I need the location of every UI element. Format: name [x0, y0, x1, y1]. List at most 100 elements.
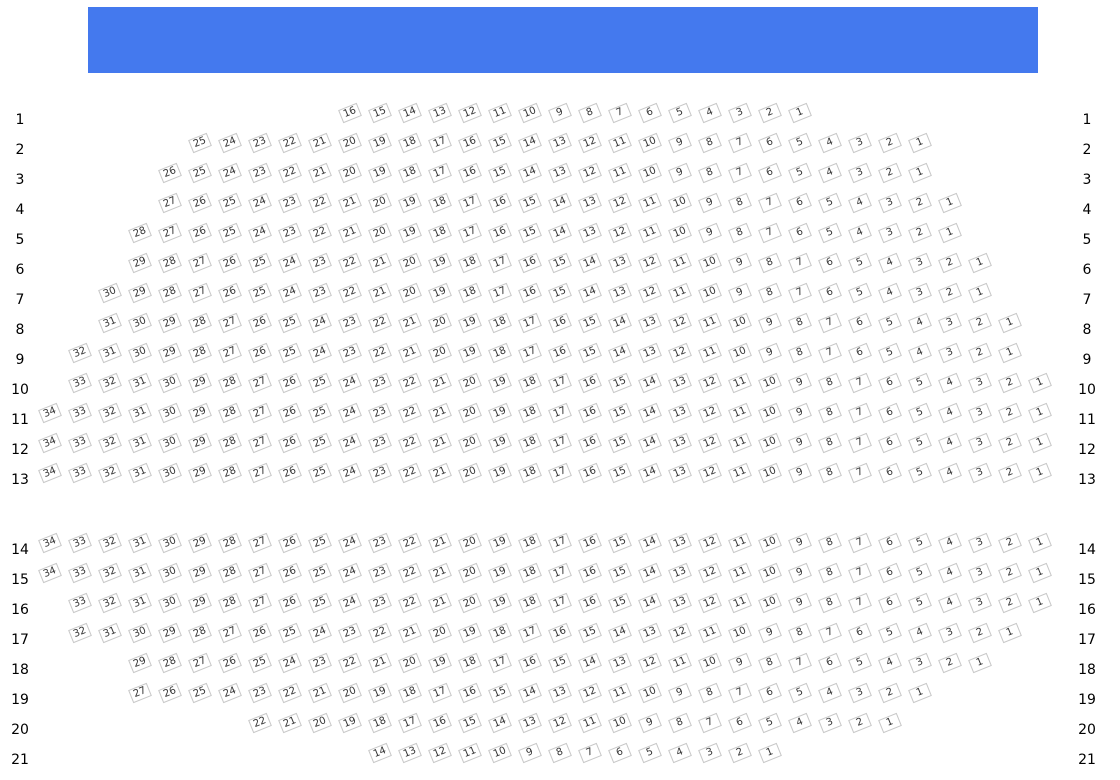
- seat[interactable]: 5: [908, 372, 932, 394]
- seat[interactable]: 3: [968, 562, 992, 584]
- seat[interactable]: 16: [578, 592, 602, 614]
- seat[interactable]: 13: [608, 252, 632, 274]
- seat[interactable]: 33: [68, 562, 92, 584]
- seat[interactable]: 24: [218, 132, 242, 154]
- seat[interactable]: 11: [608, 682, 632, 704]
- seat[interactable]: 18: [398, 162, 422, 184]
- seat[interactable]: 4: [938, 402, 962, 424]
- seat[interactable]: 15: [548, 652, 572, 674]
- seat[interactable]: 6: [848, 622, 872, 644]
- seat[interactable]: 29: [188, 562, 212, 584]
- seat[interactable]: 26: [278, 432, 302, 454]
- seat[interactable]: 20: [458, 462, 482, 484]
- seat[interactable]: 3: [968, 402, 992, 424]
- seat[interactable]: 15: [368, 102, 392, 124]
- seat[interactable]: 18: [368, 712, 392, 734]
- seat[interactable]: 26: [248, 312, 272, 334]
- seat[interactable]: 25: [248, 282, 272, 304]
- seat[interactable]: 20: [368, 222, 392, 244]
- seat[interactable]: 9: [788, 432, 812, 454]
- seat[interactable]: 10: [758, 462, 782, 484]
- seat[interactable]: 5: [908, 562, 932, 584]
- seat[interactable]: 2: [968, 342, 992, 364]
- seat[interactable]: 7: [848, 532, 872, 554]
- seat[interactable]: 1: [1028, 402, 1052, 424]
- seat[interactable]: 25: [308, 562, 332, 584]
- seat[interactable]: 20: [308, 712, 332, 734]
- seat[interactable]: 21: [428, 532, 452, 554]
- seat[interactable]: 10: [758, 432, 782, 454]
- seat[interactable]: 10: [698, 652, 722, 674]
- seat[interactable]: 9: [788, 562, 812, 584]
- seat[interactable]: 9: [698, 222, 722, 244]
- seat[interactable]: 1: [1028, 532, 1052, 554]
- seat[interactable]: 6: [878, 372, 902, 394]
- seat[interactable]: 6: [758, 682, 782, 704]
- seat[interactable]: 7: [848, 402, 872, 424]
- seat[interactable]: 15: [608, 432, 632, 454]
- seat[interactable]: 17: [518, 622, 542, 644]
- seat[interactable]: 18: [458, 652, 482, 674]
- seat[interactable]: 24: [308, 622, 332, 644]
- seat[interactable]: 28: [218, 592, 242, 614]
- seat[interactable]: 17: [428, 162, 452, 184]
- seat[interactable]: 18: [518, 562, 542, 584]
- seat[interactable]: 11: [668, 252, 692, 274]
- seat[interactable]: 5: [848, 652, 872, 674]
- seat[interactable]: 2: [998, 532, 1022, 554]
- seat[interactable]: 19: [368, 682, 392, 704]
- seat[interactable]: 4: [878, 282, 902, 304]
- seat[interactable]: 34: [38, 432, 62, 454]
- seat[interactable]: 17: [428, 682, 452, 704]
- seat[interactable]: 1: [788, 102, 812, 124]
- seat[interactable]: 21: [368, 252, 392, 274]
- seat[interactable]: 17: [548, 562, 572, 584]
- seat[interactable]: 6: [728, 712, 752, 734]
- seat[interactable]: 28: [188, 622, 212, 644]
- seat[interactable]: 30: [158, 372, 182, 394]
- seat[interactable]: 8: [668, 712, 692, 734]
- seat[interactable]: 6: [878, 532, 902, 554]
- seat[interactable]: 7: [848, 562, 872, 584]
- seat[interactable]: 13: [608, 282, 632, 304]
- seat[interactable]: 16: [578, 532, 602, 554]
- seat[interactable]: 12: [578, 132, 602, 154]
- seat[interactable]: 11: [698, 342, 722, 364]
- seat[interactable]: 30: [128, 622, 152, 644]
- seat[interactable]: 2: [998, 432, 1022, 454]
- seat[interactable]: 7: [818, 312, 842, 334]
- seat[interactable]: 2: [848, 712, 872, 734]
- seat[interactable]: 15: [458, 712, 482, 734]
- seat[interactable]: 26: [188, 192, 212, 214]
- seat[interactable]: 4: [938, 532, 962, 554]
- seat[interactable]: 21: [428, 432, 452, 454]
- seat[interactable]: 22: [368, 342, 392, 364]
- seat[interactable]: 22: [368, 312, 392, 334]
- seat[interactable]: 17: [458, 192, 482, 214]
- seat[interactable]: 23: [338, 622, 362, 644]
- seat[interactable]: 8: [698, 132, 722, 154]
- seat[interactable]: 4: [938, 462, 962, 484]
- seat[interactable]: 16: [578, 372, 602, 394]
- seat[interactable]: 14: [608, 622, 632, 644]
- seat[interactable]: 1: [968, 252, 992, 274]
- seat[interactable]: 32: [98, 462, 122, 484]
- seat[interactable]: 23: [278, 222, 302, 244]
- seat[interactable]: 29: [128, 652, 152, 674]
- seat[interactable]: 23: [278, 192, 302, 214]
- seat[interactable]: 1: [878, 712, 902, 734]
- seat[interactable]: 14: [638, 592, 662, 614]
- seat[interactable]: 3: [848, 682, 872, 704]
- seat[interactable]: 15: [518, 192, 542, 214]
- seat[interactable]: 29: [188, 462, 212, 484]
- seat[interactable]: 1: [758, 742, 782, 764]
- seat[interactable]: 2: [728, 742, 752, 764]
- seat[interactable]: 4: [908, 312, 932, 334]
- seat[interactable]: 21: [368, 652, 392, 674]
- seat[interactable]: 5: [878, 342, 902, 364]
- seat[interactable]: 15: [608, 402, 632, 424]
- seat[interactable]: 6: [818, 282, 842, 304]
- seat[interactable]: 23: [368, 562, 392, 584]
- seat[interactable]: 19: [488, 372, 512, 394]
- seat[interactable]: 7: [608, 102, 632, 124]
